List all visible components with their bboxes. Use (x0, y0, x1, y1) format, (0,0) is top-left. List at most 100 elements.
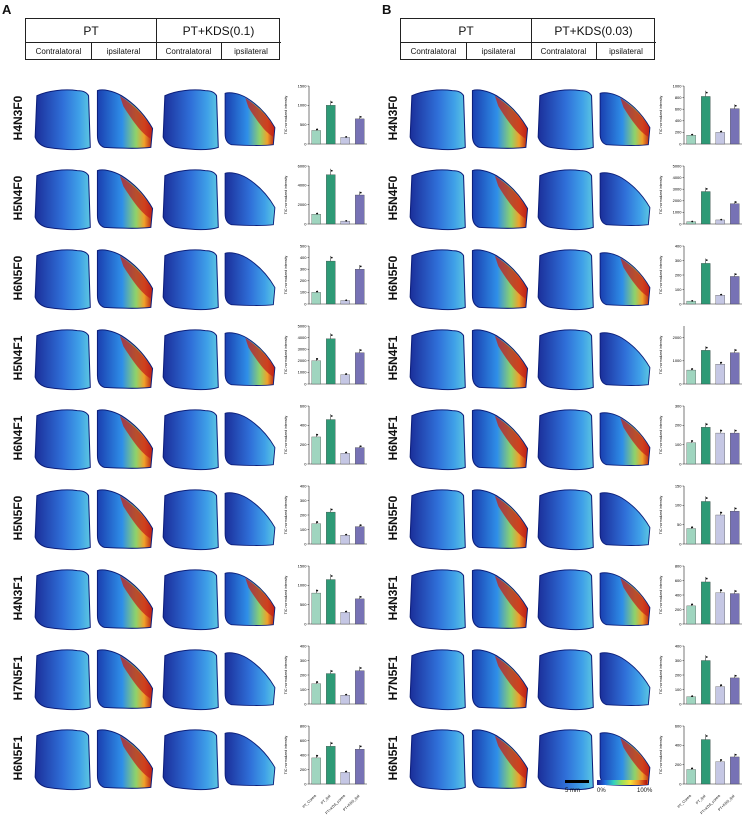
bar-pt-kds-ipsi (355, 269, 365, 305)
y-tick-label: 4000 (298, 335, 308, 340)
bar-pt-kds-contra (715, 132, 725, 145)
msi-image-pt-contralateral (34, 409, 91, 471)
msi-image-kds-contralateral (537, 409, 594, 471)
msi-image-kds-contralateral (537, 249, 594, 311)
y-tick-label: 400 (675, 243, 682, 248)
msi-image-kds-ipsilateral (599, 172, 651, 227)
bar-pt-kds-contra (340, 612, 350, 625)
glycan-label: H6N4F1 (10, 398, 26, 478)
msi-image-kds-contralateral (537, 569, 594, 631)
msi-image-pt-contralateral (409, 569, 466, 631)
panel-a: A PT PT+KDS(0.1) Contralatoral ipsilater… (0, 0, 375, 815)
bar-chart-b-h4n3f1: TIC normalized intensity 0 200 400 600 800 (659, 563, 742, 626)
bar-pt-kds-ipsi (730, 352, 740, 385)
bar-chart-b-h7n5f1: TIC normalized intensity 0 100 200 300 400 (659, 643, 742, 706)
msi-image-kds-ipsilateral (224, 492, 276, 547)
data-point (359, 191, 362, 194)
bar-pt-ipsi (701, 427, 711, 465)
glycan-label-text: H5N4F1 (11, 335, 25, 381)
bar-pt-kds-contra (715, 514, 725, 545)
y-tick-label: 100 (675, 503, 682, 508)
glycan-label-text: H6N5F1 (386, 735, 400, 781)
data-point (359, 595, 362, 598)
glycan-label: H6N5F1 (385, 718, 401, 798)
y-tick-label: 200 (300, 672, 307, 677)
y-axis-label: TIC normalized intensity (659, 416, 663, 455)
bar-pt-ipsi (326, 579, 336, 625)
y-axis-label: TIC normalized intensity (284, 336, 288, 375)
row-h7n5f1: H7N5F1 TIC normalized intensity 0 100 200 300… (375, 638, 750, 718)
y-tick-label: 600 (300, 403, 307, 408)
y-tick-label: 1500 (298, 83, 308, 88)
y-tick-label: 0 (304, 141, 307, 146)
glycan-label-text: H7N5F1 (386, 655, 400, 701)
colorbar-min-label: 0% (597, 788, 606, 794)
data-point (691, 299, 694, 302)
msi-image-pt-ipsilateral (471, 249, 529, 309)
y-tick-label: 400 (300, 483, 307, 488)
bar-chart-a-h4n3f0: TIC normalized intensity 0 500 1000 1500 (284, 83, 367, 146)
glycan-label: H7N5F1 (10, 638, 26, 718)
msi-image-pt-contralateral (409, 729, 466, 791)
msi-image-kds-contralateral (162, 569, 219, 631)
msi-image-kds-ipsilateral (224, 92, 276, 147)
bar-pt-ipsi (701, 581, 711, 625)
panel-a-label: A (2, 2, 12, 17)
msi-image-kds-ipsilateral (599, 652, 651, 707)
data-point (316, 212, 319, 215)
y-tick-label: 200 (675, 607, 682, 612)
y-tick-label: 400 (675, 592, 682, 597)
y-tick-label: 0 (304, 781, 307, 786)
data-point (316, 128, 319, 131)
msi-image-kds-contralateral (537, 89, 594, 151)
bar-chart-b-h4n3f0: TIC normalized intensity 0 200 400 600 800 100… (659, 83, 742, 146)
y-tick-label: 300 (300, 267, 307, 272)
bar-pt-kds-ipsi (355, 118, 365, 145)
bar-chart-a-h7n5f1: TIC normalized intensity 0 100 200 300 400 (284, 643, 367, 706)
msi-image-pt-contralateral (409, 489, 466, 551)
y-axis-label: TIC normalized intensity (284, 416, 288, 455)
y-tick-label: 200 (675, 672, 682, 677)
y-tick-label: 200 (300, 278, 307, 283)
y-axis-label: TIC normalized intensity (659, 336, 663, 375)
data-point (720, 293, 723, 296)
y-tick-label: 100 (675, 442, 682, 447)
bar-chart-a-h5n4f0: TIC normalized intensity 0 2000 4000 6000 (284, 163, 367, 226)
msi-image-pt-ipsilateral (471, 409, 529, 469)
data-point (345, 533, 348, 536)
x-tick-label: PT_Contra (302, 794, 317, 809)
data-point (316, 358, 319, 360)
data-point (705, 91, 708, 94)
row-h6n5f0: H6N5F0 TIC normalized intensity 0 100 200 300… (0, 238, 375, 318)
y-tick-label: 200 (675, 130, 682, 135)
y-tick-label: 400 (300, 423, 307, 428)
y-tick-label: 4000 (673, 175, 683, 180)
data-point (691, 368, 694, 370)
msi-image-pt-ipsilateral (96, 409, 154, 469)
y-tick-label: 100 (300, 290, 307, 295)
bar-chart-b-h6n5f1: TIC normalized intensity 0 200 400 600 (659, 723, 742, 786)
bar-pt-ipsi (326, 338, 336, 385)
msi-image-kds-ipsilateral (599, 252, 651, 307)
header-sub-1: Contralatoral (26, 42, 91, 60)
bar-pt-ipsi (701, 191, 711, 225)
msi-image-pt-ipsilateral (471, 169, 529, 229)
y-tick-label: 50 (677, 522, 682, 527)
bar-pt-ipsi (326, 105, 336, 145)
bar-pt-kds-contra (340, 137, 350, 145)
bar-pt-kds-ipsi (730, 756, 740, 785)
bar-pt-kds-contra (340, 453, 350, 465)
bar-pt-contra (686, 769, 696, 785)
glycan-label-text: H5N4F0 (386, 175, 400, 221)
data-point (316, 681, 319, 683)
y-tick-label: 2000 (673, 335, 683, 340)
data-point (316, 433, 319, 436)
bar-chart-b-h6n5f0: TIC normalized intensity 0 100 200 300 400 (659, 243, 742, 306)
data-point (734, 590, 737, 593)
bar-pt-contra (686, 442, 696, 465)
msi-image-kds-ipsilateral (224, 412, 276, 467)
msi-image-pt-ipsilateral (96, 489, 154, 549)
y-tick-label: 0 (679, 781, 682, 786)
y-tick-label: 200 (300, 767, 307, 772)
